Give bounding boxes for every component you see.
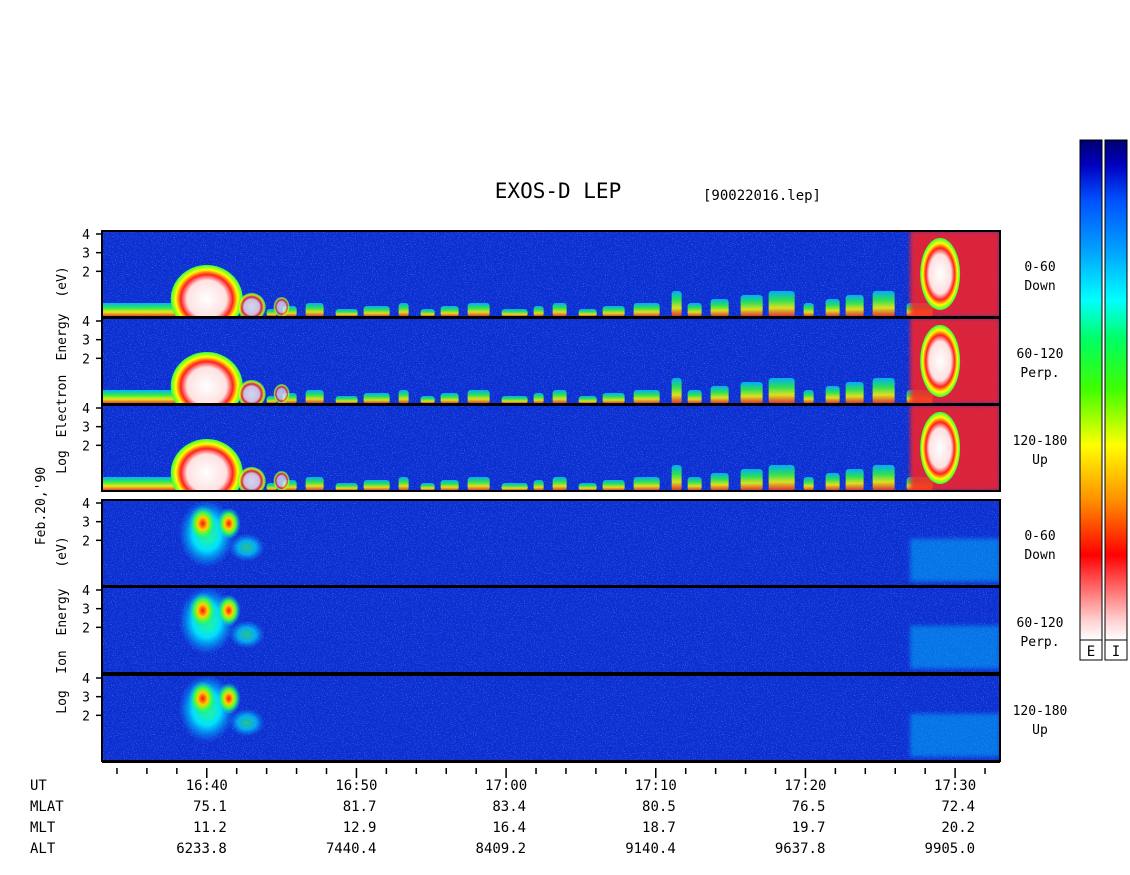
y-tick-label: 4 [82, 497, 90, 512]
orbit-value: 17:20 [784, 778, 826, 794]
orbit-value: 20.2 [941, 820, 975, 836]
y-tick-label: 3 [82, 334, 90, 349]
pitch-direction: Down [1024, 548, 1055, 563]
orbit-value: 9140.4 [625, 841, 676, 857]
pitch-angle-range: 120-180 [1013, 434, 1068, 449]
pitch-direction: Up [1032, 723, 1048, 738]
orbit-value: 76.5 [792, 799, 826, 815]
pitch-direction: Up [1032, 453, 1048, 468]
pitch-angle-range: 60-120 [1017, 347, 1064, 362]
orbit-value: 11.2 [193, 820, 227, 836]
electron-axis-word-2: Electron [55, 375, 70, 438]
orbit-value: 9905.0 [925, 841, 976, 857]
ion-axis-word-2: Ion [55, 650, 70, 673]
spectrogram-panel-5 [101, 586, 1001, 674]
orbit-value: 80.5 [642, 799, 676, 815]
y-tick-label: 4 [82, 315, 90, 330]
orbit-row-label: ALT [30, 841, 56, 857]
orbit-value: 75.1 [193, 799, 227, 815]
y-tick-label: 4 [82, 402, 90, 417]
y-tick-label: 2 [82, 709, 90, 724]
orbit-table: UT MLAT MLT ALT 16:40 75.1 11.2 6233.8 16:50 81.7… [30, 778, 976, 857]
spectrogram-panel-6 [101, 674, 1001, 762]
y-tick-label: 2 [82, 534, 90, 549]
y-tick-label: 2 [82, 265, 90, 280]
y-tick-label: 4 [82, 228, 90, 243]
y-tick-label: 4 [82, 672, 90, 687]
spectrogram-panels [101, 230, 1001, 762]
ion-colorbar [1104, 139, 1128, 641]
y-tick-label: 3 [82, 603, 90, 618]
file-label: [90022016.lep] [703, 188, 821, 204]
ion-axis-label: Log Ion Energy (eV) [55, 536, 70, 713]
electron-axis-word-1: Log [55, 450, 70, 473]
orbit-value: 8409.2 [476, 841, 527, 857]
orbit-value: 9637.8 [775, 841, 826, 857]
chart-title: EXOS-D LEP [495, 179, 621, 203]
date-label: Feb.20,'90 [34, 467, 49, 545]
orbit-value: 17:00 [485, 778, 527, 794]
y-tick-label: 4 [82, 584, 90, 599]
electron-axis-label: Log Electron Energy (eV) [55, 266, 70, 473]
pitch-angle-range: 60-120 [1017, 616, 1064, 631]
electron-colorbar-letter: E [1087, 644, 1095, 660]
orbit-row-label: MLAT [30, 799, 64, 815]
pitch-angle-labels: 0-60 Down 60-120 Perp. 120-180 Up 0-60 Down 60-1… [1013, 260, 1068, 738]
orbit-value: 18.7 [642, 820, 676, 836]
orbit-value: 16.4 [492, 820, 526, 836]
orbit-value: 83.4 [492, 799, 526, 815]
y-tick-label: 3 [82, 421, 90, 436]
orbit-value: 17:10 [635, 778, 677, 794]
pitch-angle-range: 0-60 [1024, 260, 1055, 275]
pitch-angle-range: 120-180 [1013, 704, 1068, 719]
y-tick-label: 2 [82, 352, 90, 367]
energy-axes: 4 3 2 4 3 2 4 3 2 4 3 2 4 3 2 4 3 2 [82, 228, 102, 724]
electron-axis-word-3: Energy [55, 313, 70, 360]
orbit-value: 16:50 [335, 778, 377, 794]
orbit-row-label: UT [30, 778, 47, 794]
pitch-angle-range: 0-60 [1024, 529, 1055, 544]
electron-colorbar [1079, 139, 1103, 641]
orbit-value: 12.9 [343, 820, 377, 836]
orbit-value: 19.7 [792, 820, 826, 836]
ion-axis-word-1: Log [55, 690, 70, 713]
y-tick-label: 2 [82, 621, 90, 636]
orbit-value: 72.4 [941, 799, 975, 815]
spectrogram-panel-2 [101, 317, 1001, 405]
electron-axis-word-4: (eV) [55, 266, 70, 297]
y-tick-label: 3 [82, 516, 90, 531]
orbit-value: 16:40 [186, 778, 228, 794]
orbit-row-label: MLT [30, 820, 56, 836]
y-tick-label: 2 [82, 439, 90, 454]
time-axis [102, 761, 1000, 778]
ion-colorbar-letter: I [1112, 644, 1120, 660]
ion-axis-word-3: Energy [55, 588, 70, 635]
y-tick-label: 3 [82, 691, 90, 706]
orbit-value: 7440.4 [326, 841, 377, 857]
pitch-direction: Perp. [1020, 635, 1059, 650]
orbit-value: 17:30 [934, 778, 976, 794]
y-tick-label: 3 [82, 247, 90, 262]
spectrogram-panel-4 [101, 499, 1001, 587]
spectrogram-panel-3 [101, 404, 1001, 492]
pitch-direction: Perp. [1020, 366, 1059, 381]
orbit-value: 81.7 [343, 799, 377, 815]
orbit-value: 6233.8 [176, 841, 227, 857]
pitch-direction: Down [1024, 279, 1055, 294]
ion-axis-word-4: (eV) [55, 536, 70, 567]
color-scale: E I [1079, 139, 1128, 661]
